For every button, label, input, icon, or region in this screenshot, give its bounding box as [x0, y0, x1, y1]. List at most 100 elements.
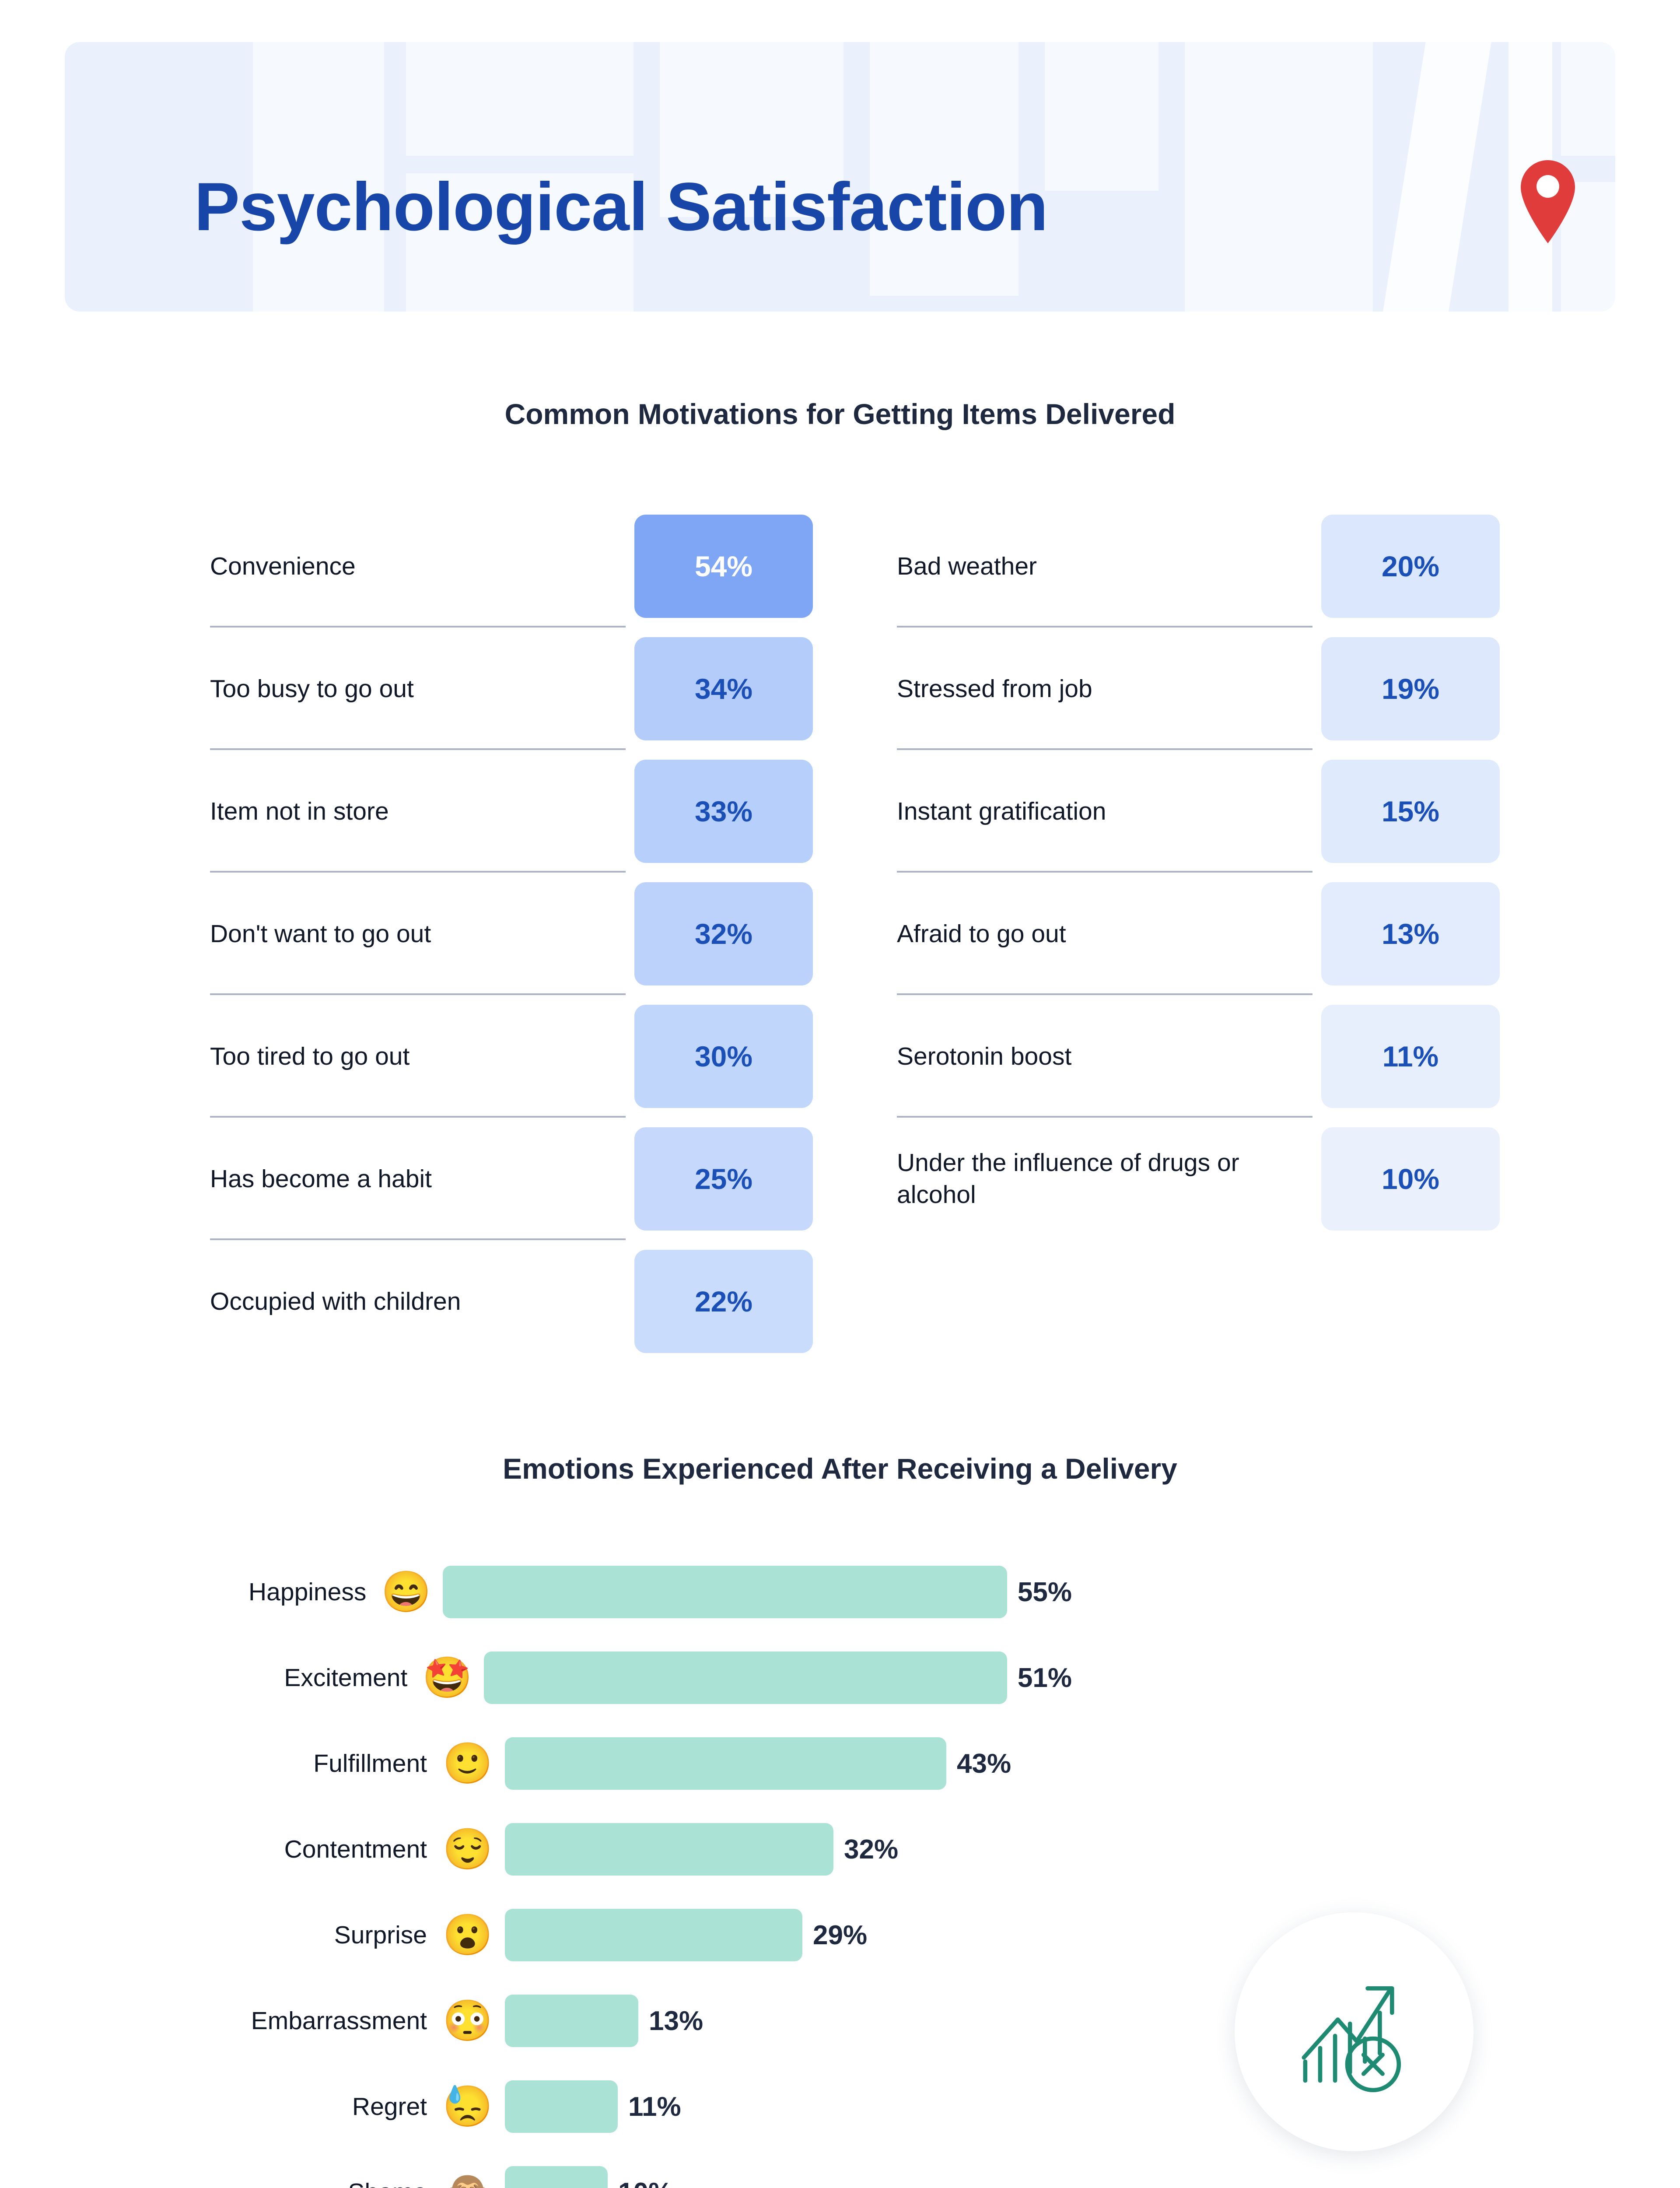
motivations-right-column: Bad weather 20% Stressed from job 19% Instan… — [897, 505, 1501, 1240]
emotion-bar — [505, 1909, 802, 1961]
growth-chart-blocked-icon — [1302, 1986, 1401, 2093]
emotion-row: Happiness 😄 55% — [0, 1549, 1072, 1635]
emotion-bar-track: 13% — [494, 1978, 1072, 2064]
motivation-row: Has become a habit 25% — [210, 1118, 814, 1240]
map-block-3 — [406, 173, 634, 312]
motivation-label: Too tired to go out — [210, 1042, 410, 1070]
motivation-label-cell: Under the influence of drugs or alcohol — [897, 1118, 1312, 1240]
motivation-percent-badge: 54% — [634, 515, 813, 618]
page-title: Psychological Satisfaction — [194, 169, 1048, 245]
row-divider — [897, 1116, 1312, 1118]
motivation-row: Occupied with children 22% — [210, 1240, 814, 1363]
motivation-label-cell: Instant gratification — [897, 750, 1312, 873]
emotion-label: Contentment — [284, 1835, 427, 1863]
row-divider — [897, 626, 1312, 628]
emotion-bar-track: 51% — [472, 1635, 1072, 1721]
motivation-row: Too busy to go out 34% — [210, 628, 814, 750]
motivation-percent-badge: 33% — [634, 760, 813, 863]
motivation-label-cell: Has become a habit — [210, 1118, 626, 1240]
motivation-label: Occupied with children — [210, 1287, 461, 1315]
emotion-label: Embarrassment — [251, 2007, 427, 2035]
emotion-bar — [505, 1737, 946, 1790]
map-block-4 — [660, 42, 844, 217]
emotion-bar-track: 11% — [494, 2064, 1072, 2149]
motivation-row: Item not in store 33% — [210, 750, 814, 873]
motivation-label-cell: Occupied with children — [210, 1240, 626, 1363]
motivation-row: Stressed from job 19% — [897, 628, 1501, 750]
motivation-row: Bad weather 20% — [897, 505, 1501, 628]
row-divider — [210, 1238, 626, 1240]
emotion-value-label: 13% — [649, 2006, 704, 2036]
motivation-label: Stressed from job — [897, 674, 1092, 703]
row-divider — [210, 748, 626, 750]
emotion-bar-track: 55% — [431, 1549, 1072, 1635]
motivation-percent-badge: 34% — [634, 637, 813, 740]
emotion-bar — [483, 1652, 1007, 1704]
motivation-percent-badge: 30% — [634, 1005, 813, 1108]
emotion-row: Surprise 😮 29% — [0, 1892, 1072, 1978]
flushed-face-icon: 😳 — [442, 1999, 493, 2043]
row-divider — [897, 871, 1312, 873]
motivation-label: Convenience — [210, 552, 356, 580]
motivation-row: Under the influence of drugs or alcohol 1… — [897, 1118, 1501, 1240]
header-banner: Psychological Satisfaction — [65, 42, 1615, 312]
motivation-label-cell: Bad weather — [897, 505, 1312, 628]
motivation-label: Too busy to go out — [210, 674, 414, 703]
motivation-percent-badge: 20% — [1321, 515, 1500, 618]
emotion-label: Surprise — [334, 1921, 427, 1949]
motivation-percent-badge: 11% — [1321, 1005, 1500, 1108]
emotion-row: Excitement 🤩 51% — [0, 1635, 1072, 1721]
motivation-label-cell: Too busy to go out — [210, 628, 626, 750]
row-divider — [897, 748, 1312, 750]
motivation-label-cell: Stressed from job — [897, 628, 1312, 750]
motivation-percent-badge: 25% — [634, 1127, 813, 1231]
emotion-label: Regret — [352, 2093, 427, 2121]
motivation-label: Serotonin boost — [897, 1042, 1072, 1070]
emotion-value-label: 32% — [844, 1834, 899, 1865]
row-divider — [210, 1116, 626, 1118]
emotion-row: Regret 😓 11% — [0, 2064, 1072, 2149]
motivation-percent-badge: 32% — [634, 882, 813, 985]
emotion-bar — [505, 1995, 638, 2047]
map-pin-icon — [1521, 160, 1575, 243]
motivation-row: Serotonin boost 11% — [897, 995, 1501, 1118]
motivation-label: Item not in store — [210, 797, 389, 825]
map-block-7 — [1185, 42, 1373, 312]
motivation-label-cell: Item not in store — [210, 750, 626, 873]
motivation-label-cell: Too tired to go out — [210, 995, 626, 1118]
map-road-1 — [1377, 42, 1496, 312]
motivation-row: Too tired to go out 30% — [210, 995, 814, 1118]
emotion-bar-track: 43% — [494, 1721, 1072, 1806]
motivations-section-heading: Common Motivations for Getting Items Del… — [504, 398, 1176, 430]
emotion-bar-track: 29% — [494, 1892, 1072, 1978]
motivation-percent-badge: 22% — [634, 1250, 813, 1353]
map-block-6 — [1045, 42, 1158, 191]
motivation-label: Under the influence of drugs or alcohol — [897, 1149, 1239, 1209]
emotions-section-heading: Emotions Experienced After Receiving a D… — [503, 1452, 1177, 1485]
emotion-bar — [505, 2166, 608, 2188]
callout-icon-badge — [1235, 1912, 1474, 2151]
map-block-5 — [870, 42, 1018, 296]
emotion-label: Happiness — [248, 1578, 367, 1606]
map-block-8 — [1561, 42, 1615, 156]
motivation-label-cell: Afraid to go out — [897, 873, 1312, 995]
emotion-label: Shame — [0, 2178, 442, 2188]
motivations-left-column: Convenience 54% Too busy to go out 34% Item … — [210, 505, 814, 1363]
emotion-bar — [442, 1566, 1007, 1618]
emotion-value-label: 11% — [628, 2091, 681, 2122]
emotion-value-label: 51% — [1017, 1662, 1072, 1693]
open-mouth-face-icon: 😮 — [442, 1913, 493, 1957]
inflation-callout: 55% of people said that inflation had no… — [1107, 1912, 1601, 2188]
emotion-bar-track: 10% — [494, 2149, 1072, 2188]
motivation-label-cell: Don't want to go out — [210, 873, 626, 995]
emotion-row: Shame🙈 10% — [0, 2149, 1072, 2188]
map-block-2 — [406, 42, 634, 156]
motivation-row: Don't want to go out 32% — [210, 873, 814, 995]
motivation-label-cell: Serotonin boost — [897, 995, 1312, 1118]
emotion-value-label: 43% — [957, 1748, 1012, 1779]
emotion-row: Contentment 😌 32% — [0, 1806, 1072, 1892]
emotion-bar — [505, 2080, 618, 2133]
emotion-label: Excitement — [284, 1664, 408, 1692]
motivation-percent-badge: 10% — [1321, 1127, 1500, 1231]
emotion-bar — [505, 1823, 833, 1876]
